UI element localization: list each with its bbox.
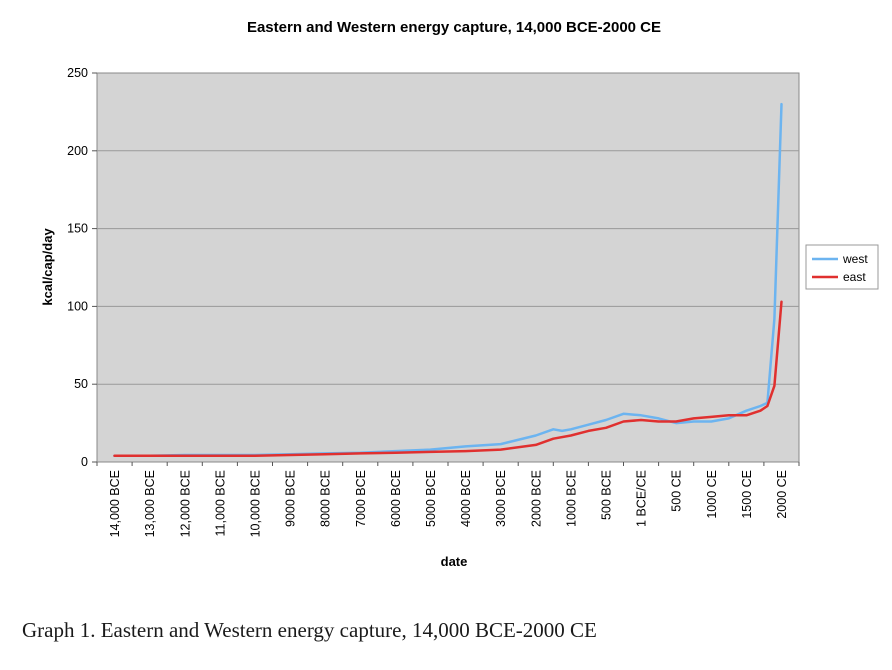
x-tick-label: 6000 BCE <box>389 470 403 527</box>
x-tick-label: 14,000 BCE <box>108 470 122 537</box>
legend-label-west: west <box>842 252 868 266</box>
x-tick-label: 1 BCE/CE <box>635 470 649 527</box>
x-tick-label: 4000 BCE <box>459 470 473 527</box>
x-tick-label: 13,000 BCE <box>143 470 157 537</box>
x-axis-ticks: 14,000 BCE 13,000 BCE 12,000 BCE 11,000 BCE… <box>96 462 800 537</box>
x-tick-label: 2000 CE <box>775 470 789 519</box>
legend: west east <box>805 244 879 290</box>
chart-title: Eastern and Western energy capture, 14,0… <box>247 19 661 36</box>
y-axis-label: kcal/cap/day <box>40 228 55 306</box>
energy-capture-chart: Eastern and Western energy capture, 14,0… <box>40 19 879 569</box>
y-tick-label: 50 <box>74 377 88 391</box>
plot-area <box>96 72 800 463</box>
x-tick-label: 3000 BCE <box>494 470 508 527</box>
legend-box <box>805 244 879 290</box>
x-tick-label: 1000 CE <box>705 470 719 519</box>
x-tick-label: 1000 BCE <box>564 470 578 527</box>
x-tick-label: 11,000 BCE <box>213 470 227 536</box>
x-tick-label: 7000 BCE <box>354 470 368 527</box>
x-tick-label: 12,000 BCE <box>178 470 192 537</box>
legend-label-east: east <box>843 270 866 284</box>
y-axis-ticks: 0 50 100 150 200 250 <box>67 66 97 469</box>
y-tick-label: 150 <box>67 222 88 236</box>
series-line-east <box>113 300 783 458</box>
y-tick-label: 250 <box>67 66 88 80</box>
series-lines <box>113 102 783 458</box>
x-tick-label: 9000 BCE <box>284 470 298 527</box>
figure-caption: Graph 1. Eastern and Western energy capt… <box>22 618 597 642</box>
grid-lines <box>97 150 799 385</box>
y-tick-label: 200 <box>67 144 88 158</box>
x-axis-label: date <box>441 554 468 569</box>
x-tick-label: 500 CE <box>670 470 684 512</box>
x-tick-label: 10,000 BCE <box>248 470 262 537</box>
x-tick-label: 8000 BCE <box>319 470 333 527</box>
y-tick-label: 0 <box>81 455 88 469</box>
x-tick-label: 2000 BCE <box>529 470 543 527</box>
x-tick-label: 1500 CE <box>740 470 754 519</box>
x-tick-label: 5000 BCE <box>424 470 438 527</box>
x-tick-label: 500 BCE <box>599 470 613 520</box>
y-tick-label: 100 <box>67 299 88 313</box>
